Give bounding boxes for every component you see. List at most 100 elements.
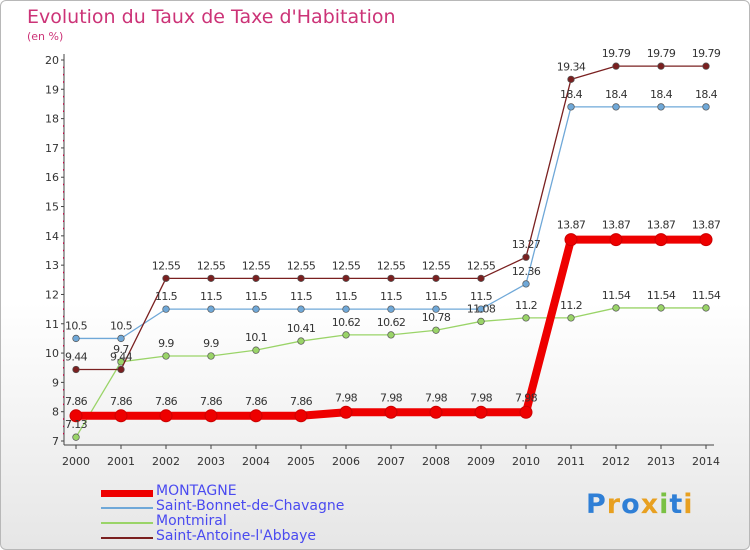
brand-letter: P [586,489,607,520]
data-point [657,304,665,312]
data-point [159,409,173,423]
x-tick-label: 2004 [242,455,270,468]
data-point [477,317,485,326]
y-tick-label: 10 [45,347,59,360]
data-point [612,62,620,70]
x-tick-label: 2001 [107,455,135,468]
chart-title: Evolution du Taux de Taxe d'Habitation [27,6,396,28]
data-label: 12.36 [512,265,541,278]
x-tick-label: 2000 [62,455,90,468]
data-point [72,365,80,374]
data-point [342,331,350,339]
data-point [432,274,440,282]
data-label: 10.5 [110,319,133,332]
x-tick-label: 2008 [422,455,450,468]
data-point [339,405,353,419]
data-point [387,305,395,313]
data-point [207,274,215,282]
data-point [114,409,128,423]
data-label: 11.54 [602,289,631,302]
x-tick-label: 2014 [692,455,720,468]
data-point [522,280,530,288]
data-point [702,304,710,312]
data-label: 7.86 [110,395,133,408]
data-label: 10.1 [245,331,267,344]
data-label: 7.86 [290,395,313,408]
x-tick-label: 2005 [287,455,315,468]
y-tick-label: 20 [45,54,59,67]
data-point [522,314,530,322]
data-label: 11.5 [245,290,268,303]
data-point [654,233,668,247]
y-tick-label: 13 [45,259,59,272]
data-point [699,233,713,247]
data-label: 13.27 [512,238,541,251]
data-point [252,346,260,354]
x-tick-label: 2011 [557,455,585,468]
data-label: 7.98 [335,391,358,404]
legend-swatch [101,489,153,497]
data-label: 12.55 [377,259,406,272]
data-point [387,331,395,339]
data-label: 18.4 [560,88,583,101]
data-label: 11.5 [380,290,403,303]
legend-label: Saint-Antoine-l'Abbaye [156,528,316,544]
y-tick-label: 8 [52,406,59,419]
data-label: 9.44 [65,350,88,363]
data-label: 10.5 [65,319,88,332]
brand-logo: Proxiti [586,489,694,520]
legend-swatch [101,522,153,524]
data-point [702,103,710,111]
legend-label: Saint-Bonnet-de-Chavagne [156,498,345,514]
data-label: 7.86 [155,395,178,408]
y-tick-label: 7 [52,435,59,448]
data-label: 18.4 [605,88,628,101]
data-point [567,75,575,83]
y-tick-label: 17 [45,142,59,155]
brand-letter: t [669,489,684,520]
data-point [69,409,83,423]
data-label: 13.87 [692,219,721,232]
data-point [207,305,215,313]
data-point [162,274,170,282]
data-label: 13.87 [557,219,586,232]
x-tick-label: 2007 [377,455,405,468]
data-label: 11.2 [515,299,537,312]
data-point [522,253,530,261]
data-point [162,305,170,313]
data-point [477,274,485,282]
data-label: 10.41 [287,322,316,335]
legend-label: Montmiral [156,513,227,529]
data-label: 19.79 [602,47,631,60]
brand-letter: i [683,489,694,520]
data-point [702,62,710,70]
data-label: 12.55 [422,259,451,272]
data-label: 7.86 [200,395,223,408]
data-point [297,305,305,313]
y-tick-label: 19 [45,83,59,96]
legend-label: MONTAGNE [156,483,237,499]
data-label: 11.2 [560,299,582,312]
data-label: 7.98 [425,391,448,404]
data-point [519,405,533,419]
brand-letter: r [606,489,622,520]
data-point [207,352,215,360]
data-label: 13.87 [647,219,676,232]
data-point [657,62,665,70]
data-point [342,305,350,313]
data-label: 11.5 [290,290,313,303]
data-point [429,405,443,419]
data-point [297,274,305,282]
data-label: 11.5 [470,290,493,303]
data-point [387,274,395,282]
data-point [477,305,485,313]
data-point [252,305,260,313]
data-label: 12.55 [467,259,496,272]
y-tick-label: 14 [45,230,59,243]
data-point [432,305,440,313]
data-point [297,337,305,345]
data-label: 18.4 [650,88,673,101]
data-point [117,365,125,374]
data-label: 11.54 [692,289,721,302]
